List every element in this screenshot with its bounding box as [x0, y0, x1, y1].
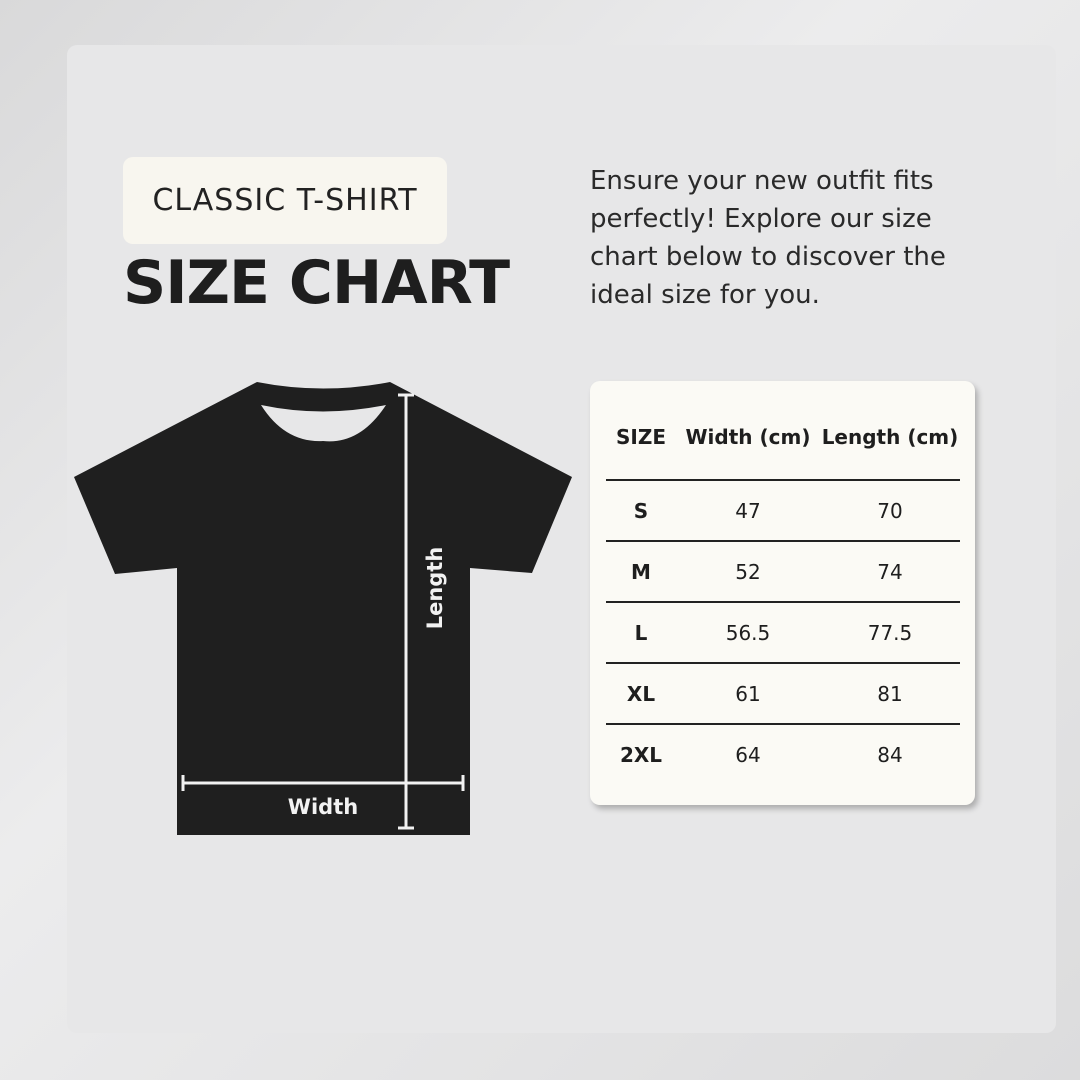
header-length: Length (cm): [820, 395, 960, 481]
product-name: CLASSIC T-SHIRT: [152, 183, 418, 218]
cell-length: 81: [820, 663, 960, 725]
cell-length: 70: [820, 480, 960, 542]
cell-size: L: [606, 602, 676, 664]
page-title: SIZE CHART: [123, 248, 510, 318]
header-width: Width (cm): [676, 395, 820, 481]
table-row: XL 61 81: [606, 663, 960, 725]
table-row: S 47 70: [606, 480, 960, 542]
cell-size: XL: [606, 663, 676, 725]
table-row: 2XL 64 84: [606, 724, 960, 784]
header-size: SIZE: [606, 395, 676, 481]
cell-width: 52: [676, 541, 820, 603]
tshirt-shape: [74, 382, 572, 835]
length-label: Length: [423, 547, 447, 630]
cell-size: S: [606, 480, 676, 542]
cell-length: 77.5: [820, 602, 960, 664]
description: Ensure your new outfit fits perfectly! E…: [590, 166, 946, 310]
width-label: Width: [288, 795, 358, 819]
product-name-badge: CLASSIC T-SHIRT: [123, 157, 447, 244]
cell-width: 47: [676, 480, 820, 542]
tshirt-neckline: [261, 405, 386, 442]
cell-size: 2XL: [619, 742, 663, 767]
cell-size: M: [606, 541, 676, 603]
cell-length: 84: [877, 742, 903, 767]
size-table: SIZE Width (cm) Length (cm) S 47 70 M 52 74 L 5…: [606, 395, 960, 784]
cell-length: 74: [820, 541, 960, 603]
table-row: L 56.5 77.5: [606, 602, 960, 664]
size-table-card: SIZE Width (cm) Length (cm) S 47 70 M 52 74 L 5…: [590, 381, 975, 805]
cell-width: 61: [676, 663, 820, 725]
cell-width: 56.5: [676, 602, 820, 664]
cell-width: 64: [735, 742, 761, 767]
table-row: M 52 74: [606, 541, 960, 603]
